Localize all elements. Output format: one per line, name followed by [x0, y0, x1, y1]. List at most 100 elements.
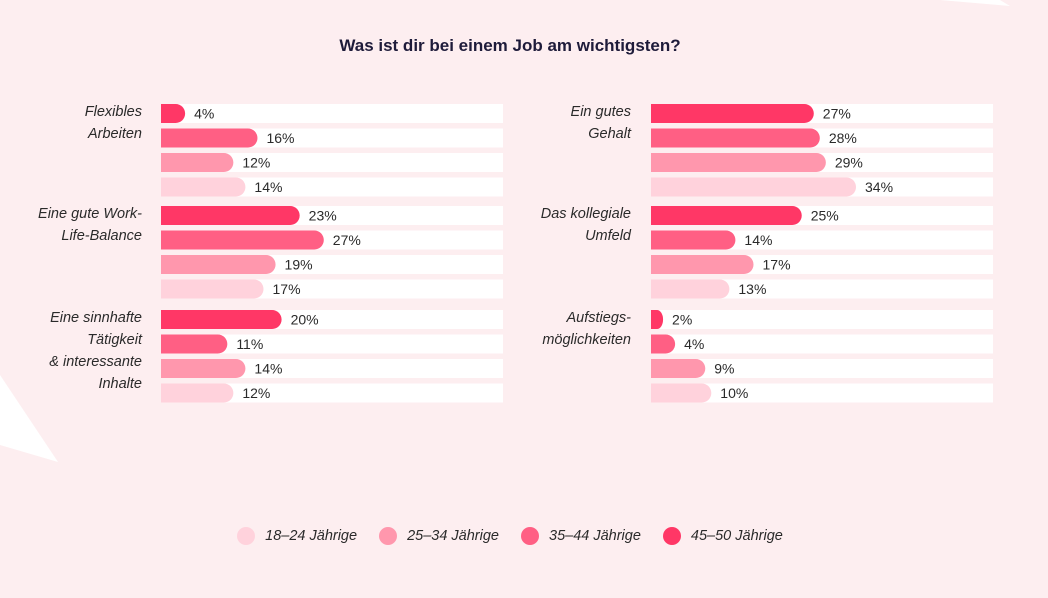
bar	[161, 153, 234, 172]
value-label: 20%	[291, 312, 319, 328]
bar-base	[161, 334, 171, 354]
bar-track	[161, 359, 503, 378]
bar-track	[161, 334, 503, 354]
bar-base	[651, 310, 658, 329]
category-label: Eine gute Work-Life-Balance	[38, 206, 142, 244]
category-label: Aufstiegs-möglichkeiten	[542, 310, 631, 348]
bar-base	[161, 128, 171, 148]
value-label: 14%	[744, 232, 772, 248]
legend-label: 18–24 Jährige	[265, 528, 358, 544]
legend-swatch	[521, 527, 539, 545]
bar-track	[161, 153, 503, 172]
legend-item: 35–44 Jährige	[521, 527, 641, 545]
bar	[161, 310, 282, 329]
value-label: 23%	[309, 208, 337, 224]
bar-track	[651, 334, 993, 354]
bar	[161, 128, 258, 148]
bar-track	[651, 279, 993, 299]
bar-base	[651, 206, 661, 225]
legend-swatch	[662, 527, 681, 545]
bar	[651, 255, 754, 274]
bar-base	[161, 359, 171, 378]
bar-base	[651, 128, 661, 148]
value-label: 12%	[242, 385, 270, 401]
bar-base	[161, 153, 171, 172]
value-label: 13%	[738, 281, 766, 297]
bar	[651, 279, 730, 299]
bar	[651, 230, 736, 250]
chart-title: Was ist dir bei einem Job am wichtigsten…	[339, 36, 681, 55]
value-label: 14%	[254, 361, 282, 377]
bar-track	[651, 359, 993, 378]
legend-label: 25–34 Jährige	[407, 528, 499, 544]
value-label: 4%	[684, 336, 704, 352]
value-label: 25%	[811, 208, 839, 224]
value-label: 17%	[273, 281, 301, 297]
value-label: 28%	[829, 130, 857, 146]
bar-base	[161, 383, 171, 403]
bar-track	[161, 104, 503, 123]
value-label: 29%	[835, 155, 863, 171]
value-label: 2%	[672, 312, 692, 328]
value-label: 14%	[254, 179, 282, 195]
bar	[161, 334, 228, 354]
bar-track	[651, 310, 993, 329]
category-label: Flexibles Arbeiten	[85, 104, 142, 142]
value-label: 12%	[242, 155, 270, 171]
bar-base	[651, 104, 661, 123]
bar-track	[651, 383, 993, 403]
legend-item: 18–24 Jährige	[237, 527, 357, 545]
bar	[651, 177, 856, 197]
bar	[161, 230, 324, 250]
legend-swatch	[237, 527, 256, 545]
bar	[651, 153, 826, 172]
value-label: 34%	[865, 179, 893, 195]
bar-track	[161, 383, 503, 403]
value-label: 11%	[236, 336, 263, 352]
bar-base	[161, 279, 171, 299]
bar-base	[651, 383, 661, 403]
legend-label: 35–44 Jährige	[549, 528, 641, 544]
bar	[161, 279, 264, 299]
bar	[161, 359, 246, 378]
bar	[161, 177, 246, 197]
bar-base	[651, 359, 661, 378]
bar	[651, 128, 820, 148]
bar	[161, 255, 276, 274]
legend-item: 25–34 Jährige	[379, 527, 499, 545]
bar	[651, 104, 814, 123]
category-label: Eine sinnhafte Tätigkeit & interessante Inh…	[49, 310, 143, 392]
legend: 18–24 Jährige 25–34 Jährige 35–44 Jährig…	[0, 527, 1020, 545]
bar-base	[651, 153, 661, 172]
bar-base	[161, 310, 171, 329]
bar	[161, 206, 300, 225]
value-label: 27%	[823, 106, 851, 122]
bar-base	[161, 104, 171, 123]
value-label: 17%	[763, 257, 791, 273]
bar	[651, 206, 802, 225]
bar-base	[651, 334, 661, 354]
bar-base	[161, 177, 171, 197]
legend-label: 45–50 Jährige	[690, 528, 783, 544]
bar-track	[651, 230, 993, 250]
bar-base	[161, 206, 171, 225]
category-label: Das kollegiale Umfeld	[541, 206, 632, 244]
value-label: 16%	[266, 130, 294, 146]
value-label: 10%	[720, 385, 748, 401]
legend-swatch	[379, 527, 398, 545]
bar-track	[161, 177, 503, 197]
value-label: 9%	[714, 361, 734, 377]
value-label: 27%	[333, 232, 361, 248]
bar-base	[161, 255, 171, 274]
value-label: 4%	[194, 106, 214, 122]
bar	[161, 383, 234, 403]
legend-item: 45–50 Jährige	[662, 527, 783, 545]
bar	[651, 383, 712, 403]
category-label: Ein gutes Gehalt	[571, 104, 632, 142]
value-label: 19%	[285, 257, 313, 273]
bar-base	[651, 177, 661, 197]
bar-base	[161, 230, 171, 250]
bar-base	[651, 255, 661, 274]
